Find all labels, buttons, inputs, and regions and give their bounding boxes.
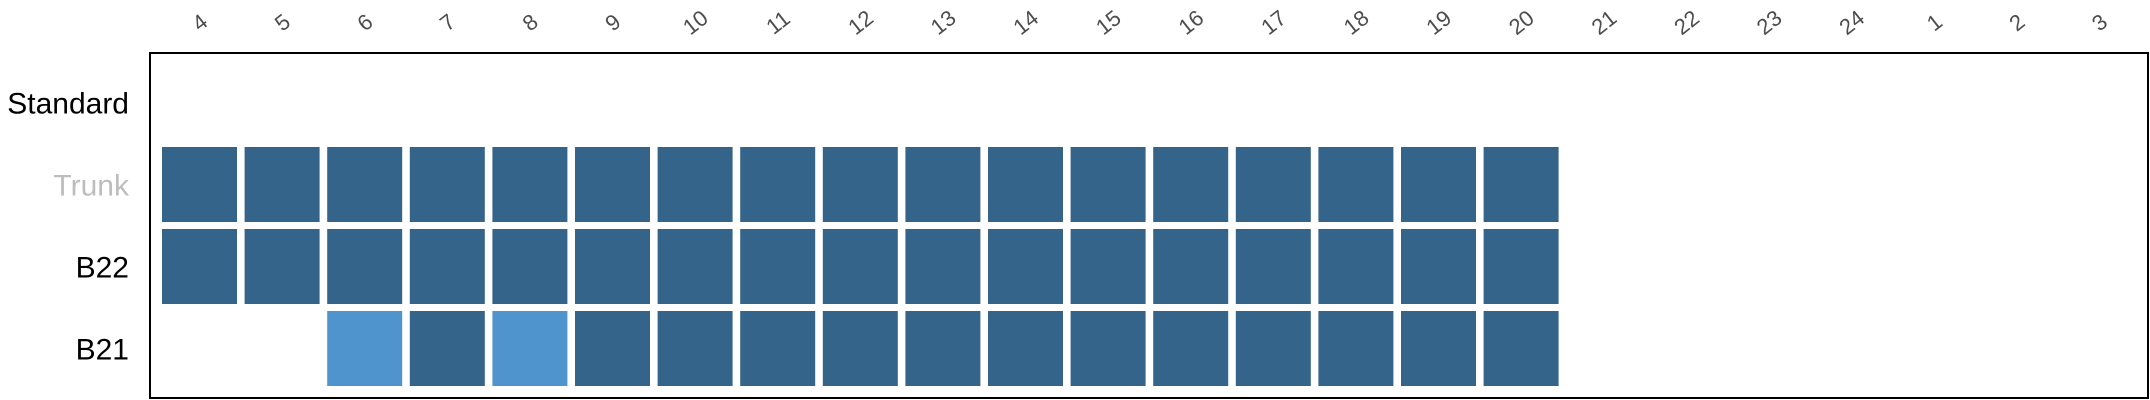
x-tick-label: 8 [518,9,543,36]
heatmap-cell [657,229,733,304]
x-tick-label: 17 [1256,5,1291,40]
heatmap-cell [657,311,733,386]
heatmap-cell [740,147,816,222]
heatmap-cell [1070,229,1146,304]
heatmap-cell [162,147,237,222]
row-label: B21 [76,334,129,367]
heatmap-cell [1070,311,1146,386]
heatmap-cell [988,147,1063,222]
x-tick-labels: 4 5 6 7 8 9 10 11 12 13 14 15 16 17 18 19 20 21 22 23 24 1 2 3 [187,5,2112,40]
x-tick-label: 7 [435,9,460,36]
heatmap-cell [492,147,568,222]
heatmap-cell [988,229,1063,304]
heatmap-cell [905,311,981,386]
heatmap-cell [327,311,403,386]
heatmap-cell [492,311,568,386]
x-tick-label: 9 [600,9,625,36]
heatmap-cell [1153,229,1229,304]
heatmap-cell [905,229,981,304]
x-tick-label: 21 [1587,5,1622,40]
x-tick-label: 15 [1091,5,1126,40]
heatmap-cell [1235,147,1311,222]
row-label: Standard [7,88,129,121]
heatmap-cell [1153,311,1229,386]
row-label: B22 [76,252,129,285]
heatmap-cell [492,229,568,304]
x-tick-label: 20 [1504,5,1539,40]
heatmap-cell [1483,147,1559,222]
heatmap-cell [409,311,485,386]
x-tick-label: 6 [352,9,377,36]
heatmap-cell [1318,147,1394,222]
row-label: Trunk [53,170,130,203]
heatmap-cell [327,147,403,222]
x-tick-label: 12 [843,5,878,40]
heatmap-cell [1235,229,1311,304]
x-tick-label: 5 [270,9,295,36]
heatmap-cell [822,311,898,386]
heatmap-cell [1153,147,1229,222]
x-tick-label: 14 [1008,5,1043,40]
heatmap-cell [409,147,485,222]
heatmap-cell [905,147,981,222]
row-labels: Standard Trunk B22 B21 [7,88,130,367]
heatmap-cell [1483,311,1559,386]
x-tick-label: 16 [1174,5,1209,40]
heatmap-cell [575,311,650,386]
heatmap-cell [575,229,650,304]
x-tick-label: 24 [1834,5,1869,40]
x-tick-label: 18 [1339,5,1374,40]
x-tick-label: 13 [926,5,961,40]
x-tick-label: 3 [2087,9,2112,36]
heatmap-cell [575,147,650,222]
x-tick-label: 1 [1922,9,1947,36]
heatmap-cell [1070,147,1146,222]
x-tick-label: 19 [1421,5,1456,40]
heatmap-cell [409,229,485,304]
x-tick-label: 10 [678,5,713,40]
heatmap-cell [822,229,898,304]
heatmap-cell [1235,311,1311,386]
x-tick-label: 22 [1669,5,1704,40]
heatmap-cell [244,229,320,304]
heatmap-cell [1318,229,1394,304]
x-tick-label: 23 [1752,5,1787,40]
heatmap-cell [162,229,237,304]
heatmap-cell [1483,229,1559,304]
heatmap-cell [822,147,898,222]
heatmap-cells [162,147,1559,386]
heatmap-cell [740,229,816,304]
x-tick-label: 2 [2004,9,2029,36]
x-tick-label: 11 [761,6,794,40]
heatmap-cell [740,311,816,386]
heatmap-cell [1401,229,1476,304]
heatmap-cell [657,147,733,222]
heatmap-cell [988,311,1063,386]
heatmap-cell [1401,147,1476,222]
heatmap-cell [1318,311,1394,386]
heatmap-cell [1401,311,1476,386]
heatmap-cell [244,147,320,222]
heatmap-cell [327,229,403,304]
x-tick-label: 4 [187,9,212,36]
